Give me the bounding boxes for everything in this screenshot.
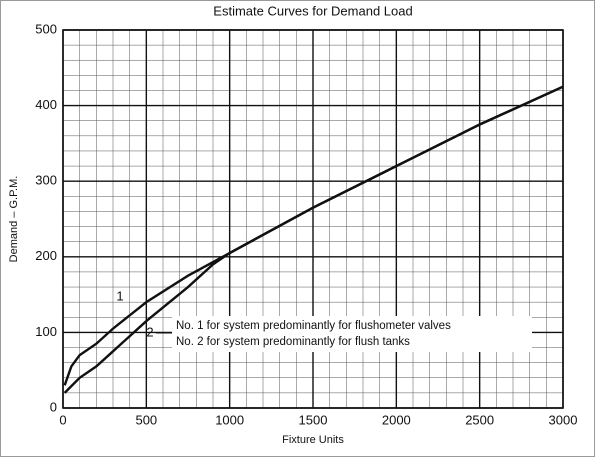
x-tick-label: 2500 (465, 412, 494, 427)
x-tick-label: 500 (135, 412, 157, 427)
y-tick-label: 0 (50, 399, 57, 414)
x-tick-label: 3000 (549, 412, 578, 427)
y-axis-label: Demand – G.P.M. (8, 176, 20, 263)
y-tick-label: 400 (35, 97, 57, 112)
x-tick-label: 1000 (215, 412, 244, 427)
y-tick-label: 300 (35, 173, 57, 188)
note-box (172, 316, 532, 352)
curve-label: 2 (146, 324, 153, 339)
curve (63, 85, 564, 394)
x-axis-label: Fixture Units (282, 434, 344, 446)
y-tick-label: 100 (35, 324, 57, 339)
note: No. 1 for system predominantly for flush… (176, 320, 451, 332)
curve-label: 1 (116, 288, 123, 303)
x-tick-label: 1500 (299, 412, 328, 427)
x-tick-label: 2000 (382, 412, 411, 427)
chart-title: Estimate Curves for Demand Load (213, 3, 412, 18)
plot-border (62, 29, 564, 409)
y-tick-label: 500 (35, 21, 57, 36)
y-tick-label: 200 (35, 248, 57, 263)
note: No. 2 for system predominantly for flush… (176, 336, 410, 348)
x-tick-label: 0 (59, 412, 66, 427)
